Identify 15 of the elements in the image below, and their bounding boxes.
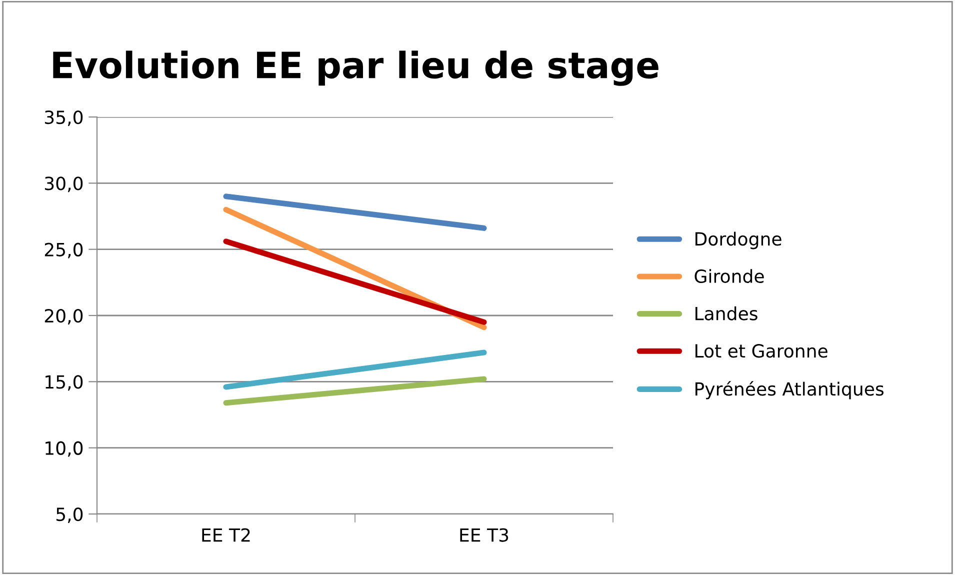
y-tick-label: 15,0 <box>46 375 83 391</box>
y-tick-label: 25,0 <box>44 242 83 258</box>
chart-title: Evolution EE par lieu de stage <box>53 50 658 86</box>
y-tick-label: 30,0 <box>44 176 83 192</box>
y-tick-label: 35,0 <box>44 110 83 126</box>
legend-label: Lot et Garonne <box>696 344 828 358</box>
legend-label: Dordogne <box>696 232 782 250</box>
y-tick-label: 10,0 <box>46 441 83 457</box>
legend-label: Gironde <box>694 269 764 284</box>
y-tick-label: 5,0 <box>56 507 83 523</box>
x-tick-label: EE T2 <box>202 528 250 542</box>
legend-label: Pyrénées Atlantiques <box>696 381 884 400</box>
x-tick-label: EE T3 <box>460 528 508 542</box>
legend-label: Landes <box>696 306 758 320</box>
y-tick-label: 20,0 <box>44 308 83 324</box>
